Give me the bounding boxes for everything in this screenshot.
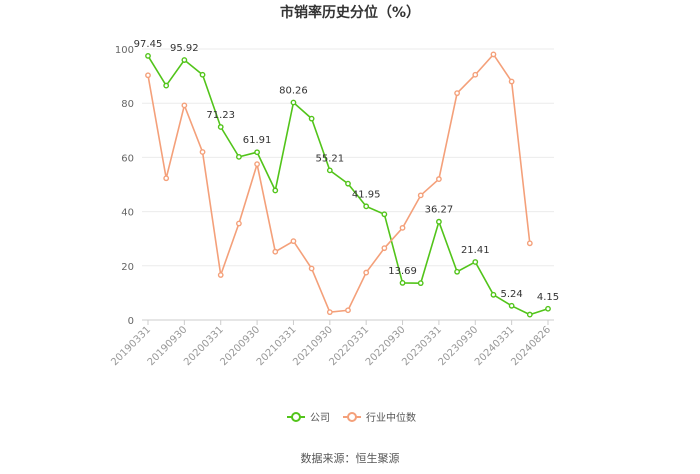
series-point-1: [490, 51, 497, 58]
series-point-0: [236, 153, 242, 160]
series-point-0: [145, 53, 151, 59]
series-point-1: [399, 224, 406, 231]
series-point-1: [363, 269, 370, 276]
series-point-0: [399, 280, 406, 286]
data-label: 13.69: [388, 266, 417, 277]
legend-marker-industry: [347, 412, 357, 422]
y-axis-ticks: 0 20 40 60 80 100: [115, 45, 134, 327]
series-point-1: [381, 245, 388, 252]
y-tick-label: 0: [128, 316, 134, 327]
series-point-0: [417, 280, 424, 287]
series-point-1: [217, 272, 224, 278]
series-line-1: [147, 53, 531, 313]
series-point-0: [290, 99, 297, 106]
legend-item-company[interactable]: 公司: [287, 412, 330, 424]
legend-item-industry[interactable]: 行业中位数: [343, 411, 416, 424]
series-point-0: [436, 218, 442, 225]
series-point-1: [454, 90, 460, 97]
series-point-0: [163, 82, 170, 89]
y-tick-label: 60: [121, 153, 134, 164]
y-tick-label: 40: [121, 208, 134, 219]
legend-label-industry: 行业中位数: [366, 411, 416, 424]
data-label: 55.21: [315, 153, 344, 164]
series-point-1: [272, 248, 279, 255]
chart-title: 市销率历史分位（%）: [280, 4, 420, 21]
series-point-1: [236, 220, 242, 227]
data-label: 95.92: [170, 43, 199, 54]
series-point-1: [326, 309, 333, 316]
data-label: 41.95: [352, 189, 381, 200]
series-point-1: [163, 175, 170, 182]
series-point-0: [181, 57, 188, 63]
series-point-0: [199, 71, 206, 78]
y-tick-label: 80: [121, 99, 134, 110]
series-point-1: [472, 71, 479, 78]
legend[interactable]: 公司 行业中位数: [287, 411, 416, 424]
series-point-0: [217, 124, 224, 130]
series-point-0: [526, 311, 533, 318]
series-group: [145, 51, 551, 318]
y-tick-label: 100: [115, 45, 134, 56]
legend-label-company: 公司: [310, 413, 330, 424]
data-label: 71.23: [206, 110, 235, 121]
series-point-0: [490, 291, 497, 298]
series-point-1: [436, 176, 442, 182]
series-point-1: [345, 307, 351, 314]
data-label: 80.26: [279, 85, 308, 96]
series-point-1: [254, 161, 260, 168]
series-point-0: [381, 211, 388, 218]
series-point-0: [308, 115, 315, 122]
x-axis: 2019033120190930202003312020093020210331…: [109, 320, 553, 368]
series-point-0: [508, 302, 515, 309]
series-point-0: [454, 268, 460, 275]
data-labels: 97.45 95.92 71.23 61.91 80.26 55.21 41.95 13.69…: [134, 39, 559, 303]
series-point-1: [417, 192, 424, 199]
data-label: 61.91: [243, 135, 272, 146]
series-point-0: [345, 180, 351, 187]
data-label: 4.15: [537, 292, 559, 303]
series-point-1: [290, 238, 297, 245]
series-point-0: [272, 187, 279, 194]
series-point-1: [526, 240, 533, 247]
series-point-1: [181, 102, 188, 109]
series-point-1: [199, 149, 206, 155]
series-point-1: [308, 265, 315, 272]
series-point-0: [363, 203, 370, 210]
x-tick-label: 20240826: [509, 324, 553, 368]
series-point-0: [254, 149, 260, 156]
data-label: 21.41: [461, 245, 490, 256]
data-label: 5.24: [501, 289, 523, 300]
series-point-0: [326, 167, 333, 174]
y-tick-label: 20: [121, 262, 134, 273]
source-note: 数据来源：恒生聚源: [301, 451, 400, 465]
series-point-1: [508, 78, 515, 85]
series-point-1: [145, 72, 151, 79]
series-point-0: [472, 259, 479, 265]
data-label: 36.27: [425, 205, 454, 216]
data-label: 97.45: [134, 39, 163, 50]
legend-marker-company: [291, 412, 301, 422]
series-point-0: [545, 305, 551, 312]
